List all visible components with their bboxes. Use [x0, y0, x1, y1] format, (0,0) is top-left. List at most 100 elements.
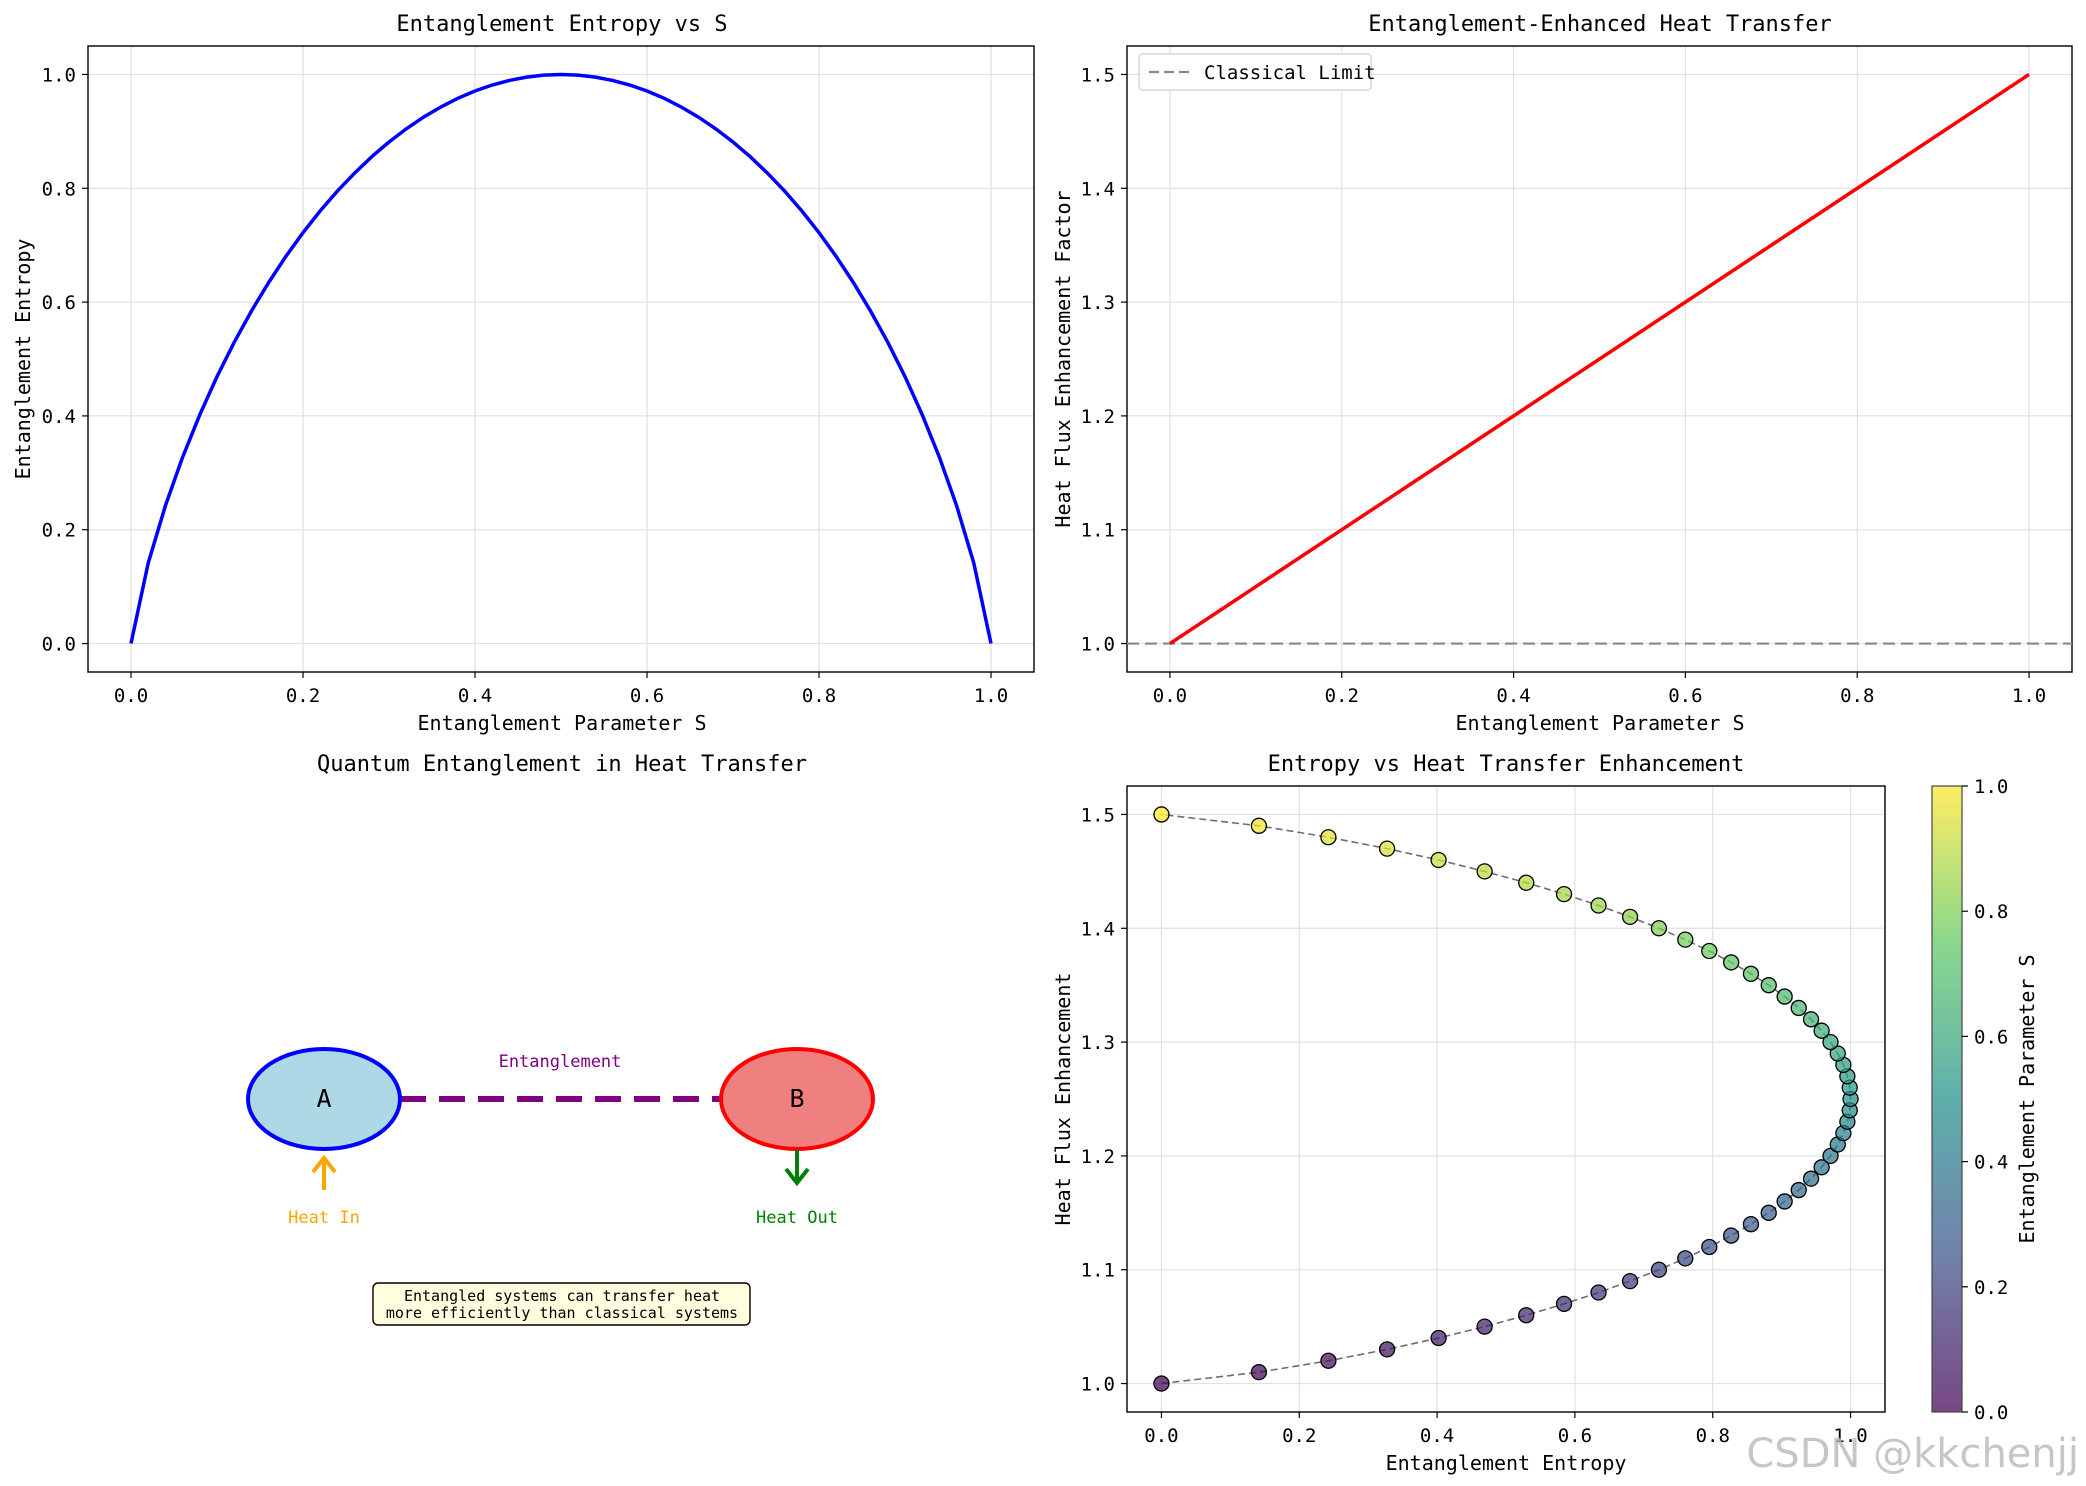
scatter-point — [1813, 1159, 1830, 1176]
heat-out-arrow-icon — [784, 1150, 810, 1187]
scatter-point — [1621, 1272, 1639, 1290]
y-tick-label: 1.4 — [1081, 178, 1115, 200]
y-tick-label: 0.6 — [42, 292, 76, 314]
colorbar — [1931, 785, 1963, 1413]
scatter-point — [1802, 1170, 1820, 1187]
scatter-point — [1378, 1341, 1396, 1358]
scatter-point — [1430, 851, 1447, 869]
colorbar-tick-label: 0.0 — [1974, 1402, 2008, 1424]
entropy-vs-enhancement-scatter: Entropy vs Heat Transfer Enhancement 0.0… — [1051, 752, 2039, 1475]
colorbar-tick-label: 0.4 — [1974, 1152, 2008, 1174]
scatter-point — [1742, 1216, 1760, 1233]
note-line-2: more efficiently than classical systems — [386, 1304, 738, 1322]
scatter-point — [1320, 829, 1337, 846]
scatter-point — [1829, 1045, 1846, 1062]
y-tick-label: 1.5 — [1081, 64, 1115, 86]
enhancement-line — [1168, 72, 2031, 646]
scatter-point — [1518, 874, 1535, 891]
x-axis-label: Entanglement Entropy — [1386, 1451, 1627, 1475]
scatter-point — [1822, 1147, 1839, 1165]
entanglement-label: Entanglement — [499, 1052, 622, 1072]
scatter-point — [1476, 1318, 1493, 1335]
x-tick-label: 0.4 — [458, 685, 492, 707]
scatter-point — [1742, 965, 1760, 982]
colorbar-tick-label: 1.0 — [1974, 776, 2008, 798]
x-tick-label: 1.0 — [2012, 685, 2046, 707]
scatter-point — [1760, 977, 1777, 994]
scatter-point — [1790, 999, 1807, 1017]
scatter-point — [1476, 863, 1493, 880]
y-tick-label: 0.2 — [42, 520, 76, 542]
scatter-point — [1723, 954, 1740, 971]
scatter-point — [1813, 1022, 1830, 1039]
x-tick-label: 0.8 — [802, 685, 836, 707]
scatter-point — [1621, 908, 1639, 926]
scatter-point — [1518, 1307, 1535, 1324]
scatter-point — [1650, 1261, 1668, 1278]
scatter-point — [1590, 897, 1607, 914]
system-b-node — [719, 1047, 875, 1151]
colorbar-tick-label: 0.2 — [1974, 1277, 2008, 1299]
scatter-point — [1723, 1227, 1740, 1244]
plot-frame — [1126, 45, 2073, 673]
system-a-node — [246, 1047, 402, 1151]
y-axis-label: Heat Flux Enhancement — [1051, 973, 1075, 1226]
watermark: CSDN @kkchenjj — [1746, 1431, 2079, 1477]
x-tick-label: 0.2 — [1325, 685, 1359, 707]
x-tick-label: 0.4 — [1420, 1425, 1454, 1447]
scatter-point — [1701, 1238, 1718, 1256]
x-tick-label: 0.8 — [1840, 685, 1874, 707]
y-tick-label: 1.2 — [1081, 1146, 1115, 1168]
colorbar-label: Entanglement Parameter S — [2015, 955, 2039, 1244]
y-tick-label: 0.4 — [42, 406, 76, 428]
x-axis-label: Entanglement Parameter S — [418, 711, 707, 735]
scatter-point — [1802, 1011, 1820, 1028]
y-tick-label: 0.0 — [42, 634, 76, 656]
scatter-point — [1677, 931, 1694, 948]
y-tick-label: 1.0 — [1081, 634, 1115, 656]
x-tick-label: 0.0 — [114, 685, 148, 707]
note-line-1: Entangled systems can transfer heat — [404, 1287, 720, 1305]
scatter-point — [1555, 885, 1573, 903]
entropy-chart: Entanglement Entropy vs S 0.0 0.2 0.4 0.6 0.… — [11, 12, 1035, 735]
scatter-point — [1250, 1364, 1268, 1381]
scatter-point — [1430, 1329, 1447, 1347]
scatter-point — [1590, 1284, 1607, 1301]
heat-out-label: Heat Out — [756, 1208, 838, 1228]
plot-frame — [87, 45, 1035, 673]
legend: Classical Limit — [1138, 53, 1376, 91]
x-tick-label: 0.4 — [1496, 685, 1530, 707]
scatter-point — [1320, 1352, 1337, 1369]
x-tick-label: 1.0 — [974, 685, 1008, 707]
x-tick-label: 0.6 — [1668, 685, 1702, 707]
chart-title: Entanglement Entropy vs S — [396, 12, 727, 37]
y-tick-label: 0.8 — [42, 178, 76, 200]
scatter-point — [1250, 817, 1268, 834]
scatter-point — [1776, 1193, 1793, 1210]
scatter-point — [1776, 988, 1793, 1005]
scatter-point — [1790, 1181, 1807, 1199]
y-tick-label: 1.5 — [1081, 804, 1115, 826]
connecting-line — [1161, 813, 1852, 1385]
y-tick-label: 1.2 — [1081, 406, 1115, 428]
x-tick-label: 0.0 — [1144, 1425, 1178, 1447]
x-tick-label: 0.6 — [1558, 1425, 1592, 1447]
entropy-curve — [129, 72, 993, 644]
x-tick-label: 1.0 — [1833, 1425, 1867, 1447]
scatter-point — [1760, 1204, 1777, 1221]
y-tick-label: 1.0 — [42, 64, 76, 86]
x-tick-label: 0.8 — [1696, 1425, 1730, 1447]
colorbar-tick-label: 0.6 — [1974, 1026, 2008, 1048]
scatter-point — [1378, 840, 1396, 857]
plot-frame — [1126, 785, 1886, 1413]
x-tick-label: 0.2 — [286, 685, 320, 707]
diagram-title: Quantum Entanglement in Heat Transfer — [317, 752, 807, 777]
y-tick-label: 1.1 — [1081, 520, 1115, 542]
scatter-point — [1650, 920, 1668, 937]
y-axis-label: Heat Flux Enhancement Factor — [1051, 190, 1075, 527]
y-axis-label: Entanglement Entropy — [11, 239, 35, 480]
y-tick-label: 1.4 — [1081, 918, 1115, 940]
colorbar-tick-label: 0.8 — [1974, 901, 2008, 923]
scatter-point — [1555, 1295, 1573, 1313]
